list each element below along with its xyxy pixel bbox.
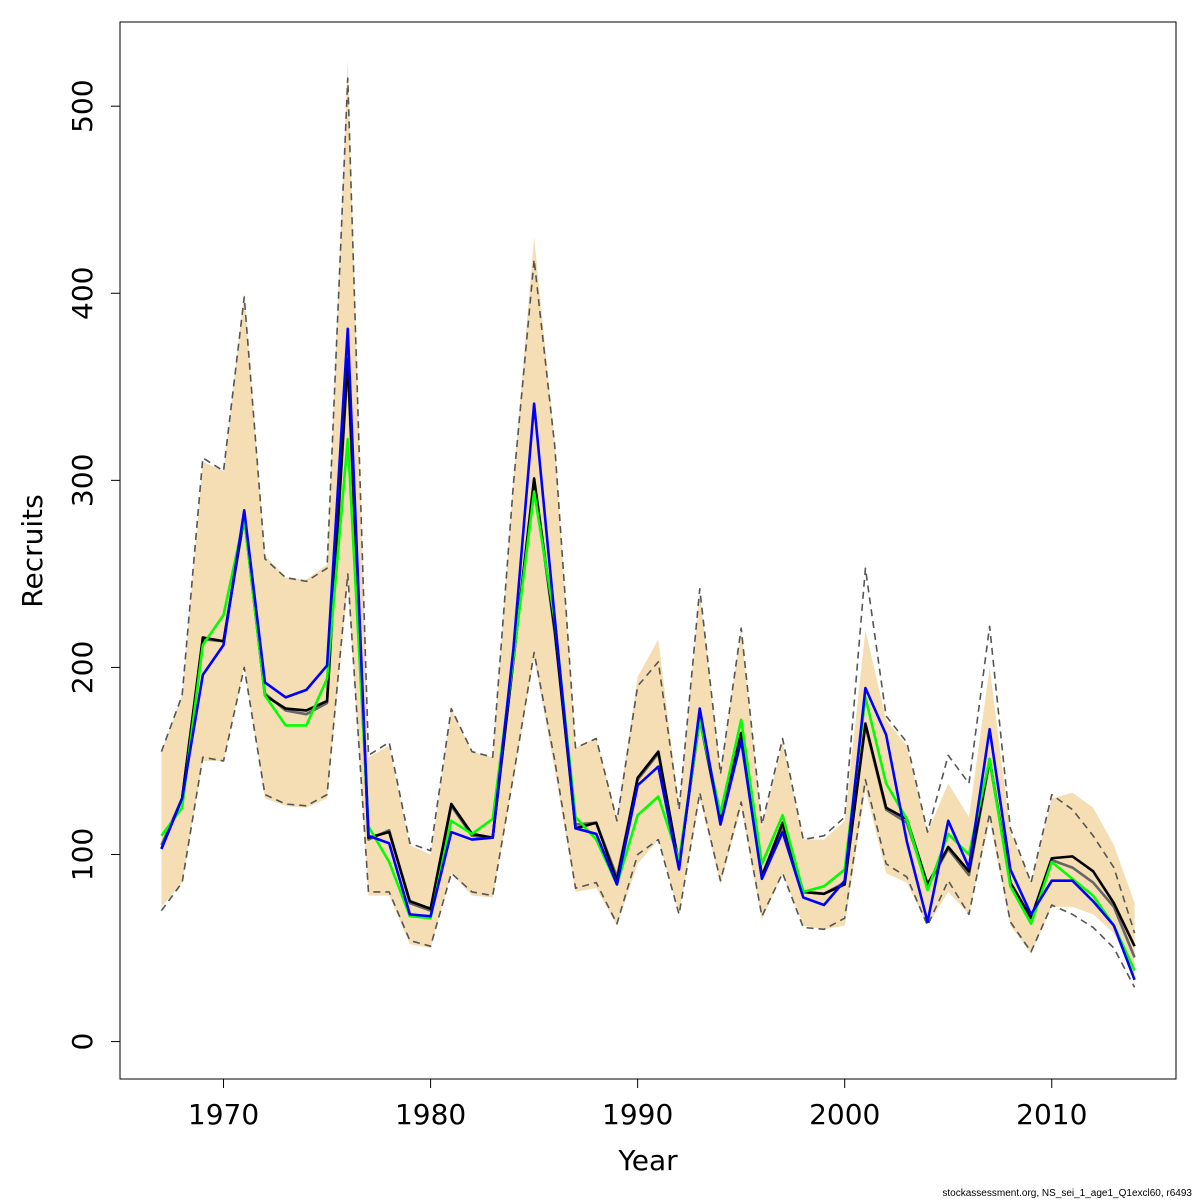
x-axis-title: Year	[617, 1144, 678, 1177]
x-tick-label: 2000	[809, 1098, 880, 1131]
series-layer	[160, 77, 1136, 988]
footer-credit: stockassessment.org, NS_sei_1_age1_Q1exc…	[942, 1188, 1192, 1199]
confidence-band-layer	[161, 59, 1135, 977]
x-tick-label: 1970	[188, 1098, 259, 1131]
x-tick-label: 1990	[602, 1098, 673, 1131]
y-tick-label: 300	[66, 454, 99, 507]
y-axis: 0 100 200 300 400 500	[66, 79, 121, 1051]
series-line-1	[160, 77, 1136, 934]
x-axis: 1970 1980 1990 2000 2010	[188, 1078, 1087, 1131]
confidence-band	[161, 59, 1135, 977]
series-line-0	[160, 573, 1136, 988]
y-tick-label: 0	[66, 1033, 99, 1051]
series-line-5	[160, 327, 1136, 981]
y-tick-label: 200	[66, 641, 99, 694]
x-tick-label: 2010	[1016, 1098, 1087, 1131]
y-tick-label: 500	[66, 79, 99, 132]
y-axis-title: Recruits	[16, 494, 49, 607]
y-tick-label: 100	[66, 828, 99, 881]
x-tick-label: 1980	[395, 1098, 466, 1131]
y-tick-label: 400	[66, 267, 99, 320]
